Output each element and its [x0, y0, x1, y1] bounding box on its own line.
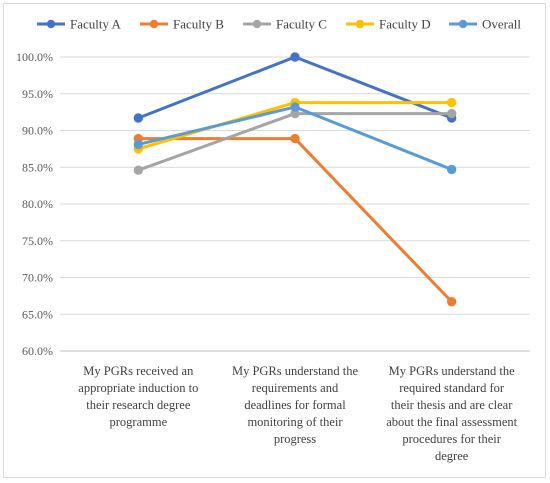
data-point	[446, 164, 457, 175]
data-point	[446, 297, 457, 307]
x-category-label-line: progress	[274, 432, 316, 446]
x-category-label: My PGRs received an appropriate induction…	[78, 364, 198, 429]
data-point	[290, 52, 300, 62]
x-category-label-line: My PGRs understand the	[389, 364, 515, 378]
data-point	[133, 113, 144, 123]
y-tick-label: 65.0%	[22, 307, 53, 321]
x-category-label-line: My PGRs understand the	[232, 364, 358, 378]
data-point	[446, 97, 457, 108]
y-tick-label: 60.0%	[22, 344, 53, 358]
legend-label: Overall	[482, 17, 521, 32]
legend-label: Faculty D	[379, 17, 431, 32]
legend-marker	[252, 19, 262, 29]
legend-label: Faculty C	[276, 17, 327, 32]
x-category-label: My PGRs understand the requirements and de…	[232, 364, 358, 446]
x-category-label-line: appropriate induction to	[78, 381, 198, 395]
y-tick-label: 70.0%	[22, 271, 53, 285]
x-category-label: My PGRs understand the required standard …	[386, 364, 517, 463]
y-tick-label: 90.0%	[22, 124, 53, 138]
legend-label: Faculty B	[173, 17, 224, 32]
x-category-label-line: about the final assessment	[386, 415, 517, 429]
data-point	[290, 102, 300, 112]
y-tick-label: 95.0%	[22, 87, 53, 101]
x-category-label-line: required standard for	[399, 381, 505, 395]
y-tick-label: 75.0%	[22, 234, 53, 248]
data-point	[290, 133, 300, 144]
x-category-label-line: monitoring of their	[247, 415, 343, 429]
x-category-label-line: procedures for their	[402, 432, 501, 446]
x-category-label-line: deadlines for formal	[244, 398, 346, 412]
legend-marker	[458, 19, 468, 29]
x-category-label-line: their research degree	[86, 398, 191, 412]
legend-marker	[355, 19, 365, 29]
data-point	[133, 139, 144, 150]
y-tick-label: 100.0%	[16, 50, 53, 64]
y-tick-label: 80.0%	[22, 197, 53, 211]
legend-marker	[149, 19, 159, 29]
y-tick-label: 85.0%	[22, 160, 53, 174]
legend-label: Faculty A	[70, 17, 122, 32]
x-category-label-line: their thesis and are clear	[391, 398, 513, 412]
x-category-label-line: My PGRs received an	[83, 364, 194, 378]
data-point	[133, 165, 144, 175]
x-category-label-line: degree	[435, 449, 469, 463]
x-category-label-line: programme	[110, 415, 168, 429]
data-point	[446, 108, 457, 119]
legend-marker	[46, 19, 56, 29]
x-category-label-line: requirements and	[252, 381, 339, 395]
